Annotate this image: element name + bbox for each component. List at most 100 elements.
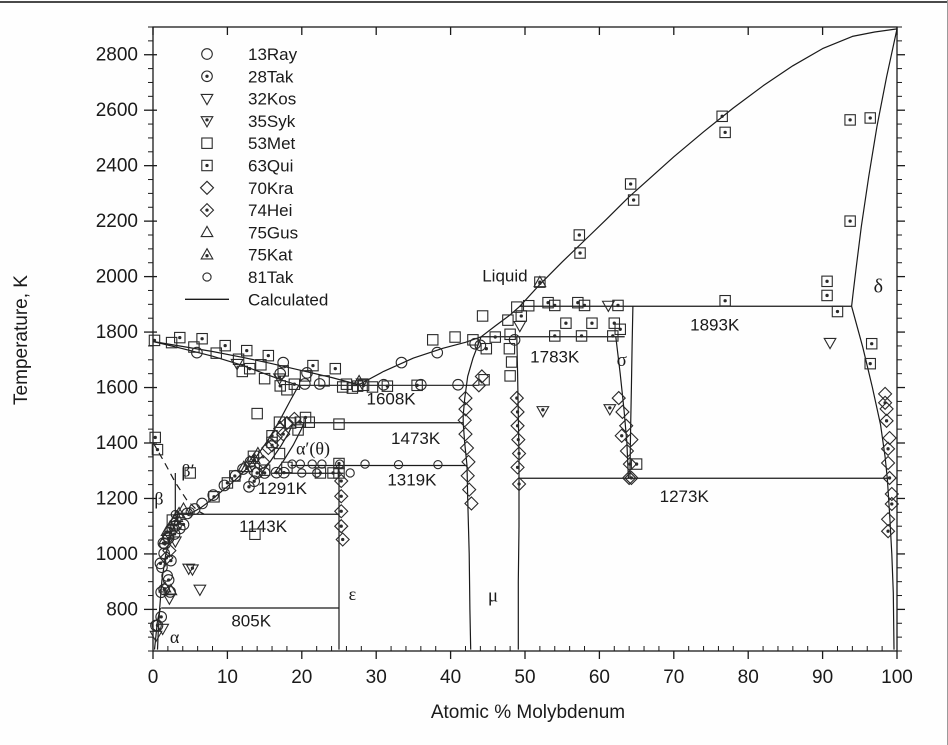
marker-diamond_dot bbox=[199, 202, 215, 218]
axis-titles: Atomic % Molybdenum Temperature, K bbox=[11, 275, 625, 723]
marker-square_dot bbox=[243, 362, 256, 375]
marker-square bbox=[281, 461, 293, 474]
legend-item-81Tak: 81Tak bbox=[202, 268, 294, 287]
isotherm-label-1473K: 1473K bbox=[391, 429, 441, 448]
svg-text:2200: 2200 bbox=[96, 211, 138, 232]
legend: 13Ray 28Tak 32Kos 35Syk 53Met 63Qui 70Kra 74Hei… bbox=[185, 45, 328, 309]
marker-circle_dot bbox=[162, 574, 175, 586]
marker-diamond bbox=[459, 440, 475, 456]
legend-label-63Qui: 63Qui bbox=[248, 157, 293, 176]
axis-tick-labels: 0 10 20 30 40 50 60 70 80 90 100 800 1000 1200 1400 160… bbox=[96, 45, 913, 688]
legend-label-32Kos: 32Kos bbox=[248, 90, 296, 109]
marker-square bbox=[299, 370, 312, 382]
legend-item-75Gus: 75Gus bbox=[200, 223, 298, 242]
marker-tri_up_dot bbox=[247, 451, 261, 464]
y-axis-title: Temperature, K bbox=[11, 275, 32, 405]
marker-square bbox=[504, 370, 516, 382]
isotherm-label-1143K: 1143K bbox=[239, 517, 288, 536]
curve-mu-right bbox=[516, 336, 520, 650]
marker-square_dot bbox=[586, 317, 598, 329]
marker-diamond bbox=[255, 454, 271, 470]
marker-tri_down_dot bbox=[536, 406, 550, 418]
marker-square_dot bbox=[612, 299, 624, 312]
marker-square bbox=[249, 528, 261, 540]
marker-square_dot bbox=[381, 380, 394, 392]
marker-square bbox=[232, 353, 245, 365]
marker-diamond bbox=[162, 543, 177, 558]
marker-diamond bbox=[458, 401, 473, 417]
legend-item-70Kra: 70Kra bbox=[199, 179, 294, 198]
marker-small_circle bbox=[202, 272, 212, 282]
marker-diamond_dot bbox=[510, 404, 525, 420]
marker-diamond_dot bbox=[614, 428, 629, 444]
marker-square bbox=[333, 418, 345, 430]
legend-item-75Kat: 75Kat bbox=[200, 246, 293, 265]
legend-label-70Kra: 70Kra bbox=[248, 179, 294, 198]
marker-diamond bbox=[458, 426, 473, 442]
marker-square bbox=[210, 347, 222, 359]
marker-diamond bbox=[279, 415, 295, 431]
marker-circle bbox=[277, 356, 290, 369]
marker-diamond_dot bbox=[511, 446, 527, 461]
legend-item-63Qui: 63Qui bbox=[201, 157, 293, 176]
marker-square_dot bbox=[515, 310, 528, 322]
marker-small_circle bbox=[317, 459, 327, 469]
marker-square_dot bbox=[573, 229, 586, 241]
marker-square_dot bbox=[831, 305, 844, 318]
marker-circle bbox=[218, 479, 231, 492]
marker-tri_up bbox=[352, 374, 366, 387]
marker-square_dot bbox=[274, 380, 286, 392]
svg-text:1800: 1800 bbox=[96, 322, 138, 343]
marker-square bbox=[504, 328, 516, 341]
marker-diamond_dot bbox=[264, 437, 280, 453]
marker-diamond bbox=[879, 401, 894, 417]
marker-tri_down bbox=[200, 93, 214, 106]
marker-square_dot bbox=[327, 467, 339, 479]
page-top-border bbox=[0, 1, 948, 3]
curve-mu-left bbox=[462, 336, 482, 650]
marker-tri_down bbox=[355, 378, 369, 391]
marker-square_dot bbox=[299, 411, 312, 424]
marker-square bbox=[188, 341, 200, 353]
marker-square bbox=[273, 447, 286, 460]
svg-text:60: 60 bbox=[589, 667, 610, 688]
series-53Met bbox=[165, 299, 535, 540]
marker-small_circle bbox=[297, 468, 307, 478]
marker-tri_down_dot bbox=[200, 116, 214, 129]
isotherms: 1893K 1783K 1608K 1473K 1319K 1291K 1143K 805K 1… bbox=[161, 305, 888, 630]
legend-item-53Met: 53Met bbox=[201, 134, 296, 153]
svg-text:2800: 2800 bbox=[96, 45, 138, 66]
svg-text:100: 100 bbox=[881, 667, 913, 688]
marker-square_dot bbox=[608, 317, 621, 329]
marker-square bbox=[292, 424, 304, 436]
legend-label-13Ray: 13Ray bbox=[248, 45, 298, 64]
marker-square_dot bbox=[240, 344, 253, 357]
curve-sigma-left bbox=[615, 336, 629, 479]
marker-square_dot bbox=[151, 443, 164, 456]
marker-tri_down_dot bbox=[185, 564, 200, 577]
marker-square_dot bbox=[549, 330, 561, 342]
marker-square_dot bbox=[560, 317, 572, 329]
marker-square bbox=[467, 334, 479, 346]
marker-square_dot bbox=[208, 491, 220, 503]
marker-circle bbox=[395, 356, 408, 369]
marker-circle bbox=[188, 503, 201, 515]
marker-diamond_dot bbox=[511, 476, 527, 492]
marker-diamond bbox=[615, 404, 630, 420]
marker-small_circle bbox=[345, 468, 355, 478]
svg-text:10: 10 bbox=[217, 667, 238, 688]
marker-square bbox=[251, 407, 263, 420]
series-75Kat bbox=[158, 275, 547, 593]
marker-square bbox=[522, 299, 535, 312]
marker-tri_down bbox=[168, 536, 183, 549]
marker-tri_up_dot bbox=[158, 580, 172, 593]
marker-circle bbox=[313, 378, 326, 390]
marker-diamond bbox=[884, 486, 900, 502]
marker-diamond_dot bbox=[884, 496, 900, 512]
marker-circle bbox=[431, 346, 444, 359]
data-series bbox=[148, 110, 900, 643]
svg-text:80: 80 bbox=[738, 667, 759, 688]
svg-text:90: 90 bbox=[812, 667, 833, 688]
marker-square bbox=[201, 137, 213, 149]
phase-label-β: β bbox=[154, 488, 163, 508]
